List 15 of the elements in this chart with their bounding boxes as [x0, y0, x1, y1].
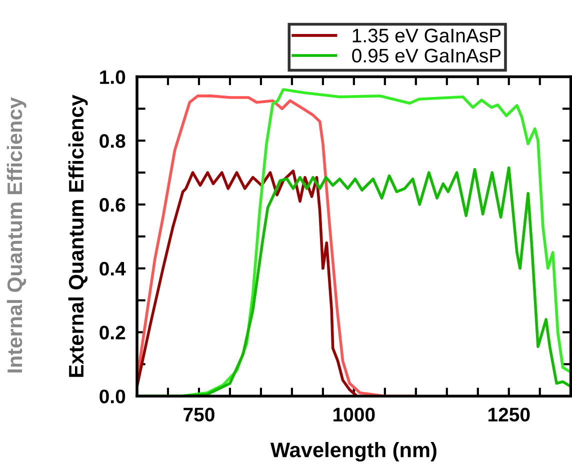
- y-tick-label: 1.0: [100, 70, 126, 84]
- x-tick-label: 1000: [334, 408, 375, 422]
- legend-label: 0.95 eV GaInAsP: [352, 48, 501, 63]
- x-tick-label: 1250: [488, 408, 530, 422]
- y-axis-title: External Quantum Efficiency: [68, 94, 88, 377]
- y-tick-label: 0.2: [100, 326, 126, 340]
- x-tick-label: 750: [184, 408, 214, 422]
- line-series: [136, 170, 358, 396]
- y-tick-label: 0.6: [100, 198, 126, 212]
- y-tick-label: 0.0: [100, 390, 126, 404]
- legend-label: 1.35 eV GaInAsP: [352, 28, 501, 42]
- y-tick-label: 0.4: [100, 262, 126, 276]
- x-axis-title: Wavelength (nm): [270, 442, 436, 462]
- text: Internal Quantum Efficiency: [6, 97, 26, 372]
- y-tick-label: 0.8: [100, 134, 126, 148]
